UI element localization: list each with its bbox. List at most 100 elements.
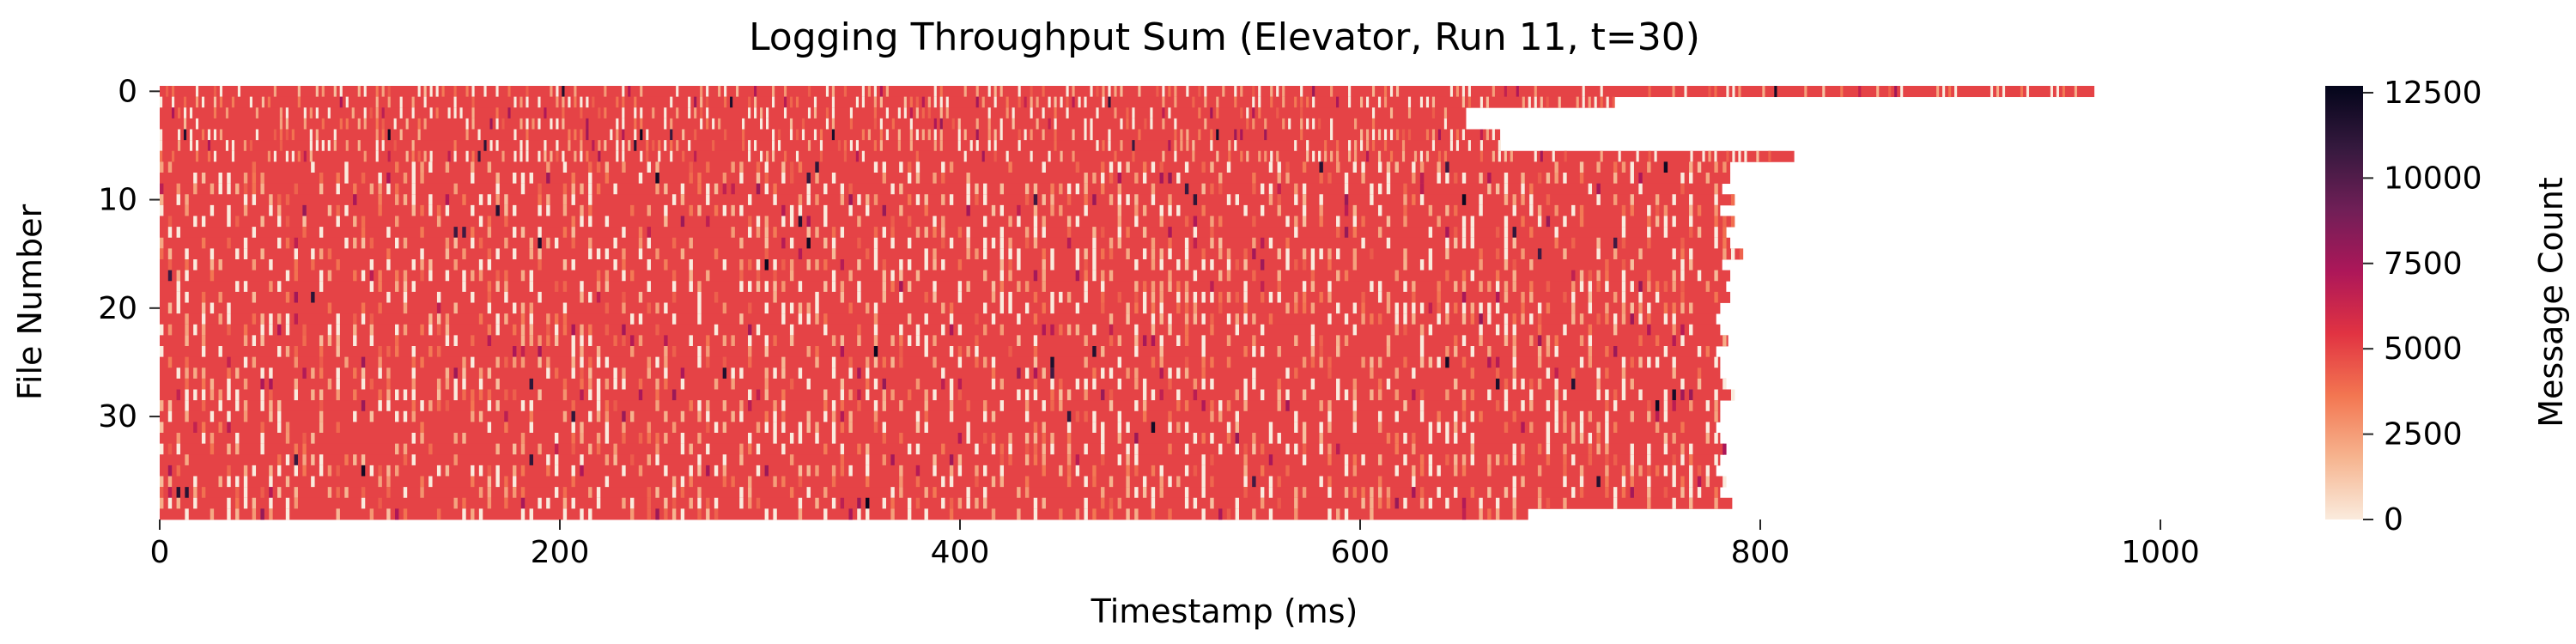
- heatmap-cell: [1600, 150, 1603, 162]
- heatmap-cell: [949, 400, 954, 412]
- heatmap-cell: [357, 86, 361, 98]
- heatmap-cell: [739, 270, 744, 282]
- heatmap-cell: [890, 237, 895, 249]
- heatmap-cell: [873, 378, 878, 390]
- heatmap-cell: [933, 216, 937, 228]
- heatmap-cell: [1075, 465, 1080, 477]
- heatmap-cell: [1596, 443, 1601, 455]
- heatmap-cell: [848, 389, 853, 401]
- heatmap-cell: [924, 422, 928, 434]
- heatmap-cell: [1344, 454, 1349, 466]
- heatmap-cell: [1588, 324, 1593, 336]
- heatmap-cell: [1042, 86, 1045, 98]
- heatmap-cell: [538, 291, 542, 303]
- heatmap-cell: [1370, 313, 1374, 325]
- heatmap-cell: [789, 216, 794, 228]
- heatmap-cell: [1277, 400, 1281, 412]
- heatmap-cell: [1033, 422, 1038, 434]
- heatmap-cell: [1042, 161, 1046, 173]
- heatmap-cell: [798, 433, 803, 445]
- heatmap-cell: [1126, 161, 1130, 173]
- heatmap-cell: [1092, 410, 1097, 422]
- heatmap-cell: [789, 259, 794, 271]
- heatmap-cell: [363, 86, 367, 98]
- heatmap-cell: [453, 454, 458, 466]
- heatmap-cell: [1419, 161, 1425, 173]
- heatmap-cell: [789, 378, 794, 390]
- heatmap-cell: [1033, 346, 1038, 358]
- heatmap-cell: [1428, 422, 1433, 434]
- heatmap-cell: [630, 335, 635, 347]
- heatmap-cell: [513, 227, 517, 239]
- heatmap-cell: [1352, 487, 1358, 499]
- heatmap-cell: [866, 476, 870, 488]
- heatmap-cell: [395, 324, 399, 336]
- heatmap-cell: [815, 194, 819, 206]
- heatmap-cell: [1054, 140, 1057, 152]
- heatmap-cell: [1419, 400, 1425, 412]
- heatmap-cell: [754, 96, 757, 108]
- heatmap-cell: [586, 118, 589, 130]
- heatmap-cell: [1370, 508, 1374, 520]
- heatmap-cell: [1198, 129, 1201, 141]
- heatmap-cell: [697, 508, 702, 520]
- heatmap-cell: [991, 410, 996, 422]
- heatmap-cell: [1394, 465, 1399, 477]
- heatmap-cell: [1260, 487, 1265, 499]
- heatmap-cell: [1117, 497, 1122, 509]
- heatmap-cell: [815, 259, 819, 271]
- heatmap-cell: [1319, 161, 1323, 173]
- heatmap-cell: [529, 302, 533, 314]
- heatmap-cell: [1504, 313, 1509, 325]
- heatmap-cell: [806, 410, 811, 422]
- heatmap-cell: [1109, 270, 1114, 282]
- heatmap-cell: [682, 129, 685, 141]
- heatmap-cell: [1563, 248, 1567, 260]
- heatmap-cell: [1445, 346, 1449, 358]
- heatmap-cell: [1534, 150, 1537, 162]
- heatmap-cell: [815, 465, 819, 477]
- heatmap-cell: [554, 454, 559, 466]
- heatmap-cell: [176, 270, 180, 282]
- heatmap-cell: [1018, 129, 1021, 141]
- heatmap-cell: [1655, 356, 1660, 368]
- heatmap-cell: [411, 378, 416, 390]
- heatmap-cell: [1647, 204, 1651, 216]
- heatmap-cell: [1504, 86, 1507, 98]
- heatmap-cell: [1302, 194, 1307, 206]
- heatmap-cell: [697, 346, 702, 358]
- heatmap-cell: [831, 400, 836, 412]
- heatmap-cell: [1024, 227, 1030, 239]
- heatmap-cell: [260, 433, 264, 445]
- heatmap-cell: [1310, 335, 1315, 347]
- heatmap-cell: [706, 183, 710, 195]
- heatmap-cell: [1042, 129, 1045, 141]
- heatmap-cell: [1487, 183, 1492, 195]
- heatmap-cell: [848, 270, 853, 282]
- heatmap-cell: [748, 400, 752, 412]
- heatmap-cell: [773, 291, 777, 303]
- heatmap-cell: [1277, 161, 1281, 173]
- heatmap-cell: [495, 378, 500, 390]
- heatmap-cell: [1630, 302, 1634, 314]
- heatmap-cell: [1134, 281, 1139, 293]
- heatmap-cell: [210, 433, 215, 445]
- heatmap-cell: [1218, 410, 1223, 422]
- heatmap-cell: [907, 216, 912, 228]
- heatmap-cell: [1193, 237, 1198, 249]
- heatmap-cell: [1714, 291, 1718, 303]
- heatmap-cell: [1024, 389, 1030, 401]
- heatmap-cell: [756, 281, 761, 293]
- heatmap-cell: [909, 129, 913, 141]
- heatmap-cell: [294, 356, 298, 368]
- heatmap-cell: [857, 324, 861, 336]
- heatmap-cell: [361, 378, 366, 390]
- heatmap-cell: [613, 454, 617, 466]
- heatmap-cell: [160, 324, 164, 336]
- heatmap-cell: [588, 508, 592, 520]
- heatmap-cell: [395, 281, 399, 293]
- heatmap-cell: [1285, 443, 1290, 455]
- heatmap-cell: [378, 270, 382, 282]
- heatmap-cell: [1383, 96, 1388, 108]
